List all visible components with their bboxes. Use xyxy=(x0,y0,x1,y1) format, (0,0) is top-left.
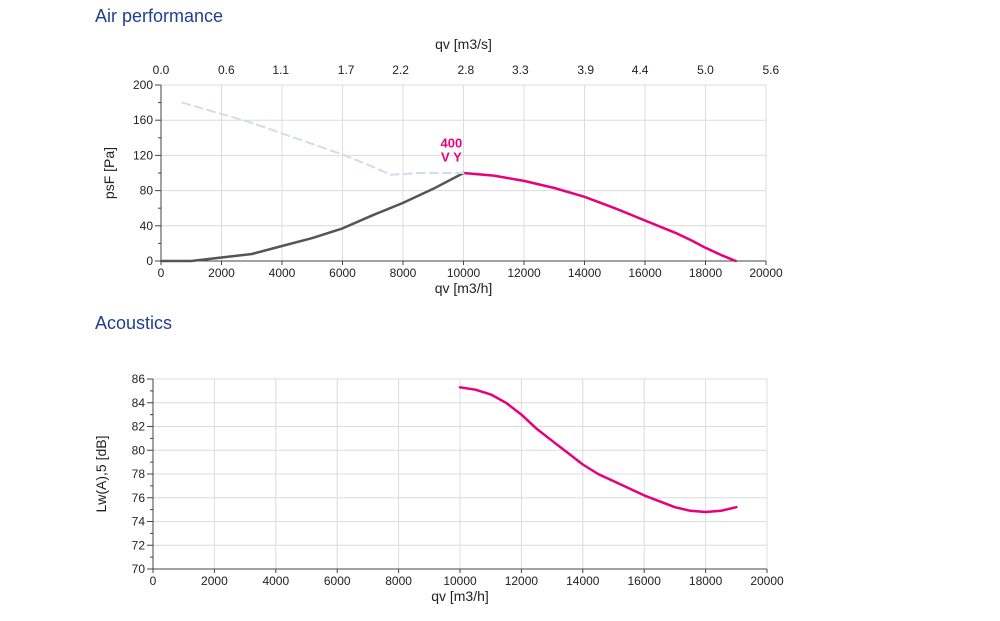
series-line-1 xyxy=(462,171,738,263)
y-tick-label: 74 xyxy=(132,515,146,529)
x-tick-label: 20000 xyxy=(750,574,784,588)
x2-tick-label: 1.1 xyxy=(272,63,289,77)
y-tick-label: 76 xyxy=(132,491,146,505)
y-tick-label: 70 xyxy=(132,562,146,576)
x-tick-label: 0 xyxy=(150,574,157,588)
x2-tick-label: 5.6 xyxy=(762,63,779,77)
x2-tick-label: 5.0 xyxy=(697,63,714,77)
series-line-3 xyxy=(181,101,465,176)
x-axis-label: qv [m3/h] xyxy=(431,588,489,604)
x-tick-label: 0 xyxy=(158,266,165,280)
x-tick-label: 14000 xyxy=(568,266,602,280)
y-tick-label: 80 xyxy=(140,184,154,198)
x-tick-label: 20000 xyxy=(749,266,783,280)
x-tick-label: 12000 xyxy=(507,266,541,280)
x-tick-label: 18000 xyxy=(689,266,723,280)
x-axis-label: qv [m3/h] xyxy=(435,280,493,296)
y-tick-label: 86 xyxy=(132,372,146,386)
x2-tick-label: 4.4 xyxy=(632,63,649,77)
x2-tick-label: 3.3 xyxy=(512,63,529,77)
y-tick-label: 120 xyxy=(133,148,153,162)
y-axis-label: psF [Pa] xyxy=(101,147,117,199)
annotation-label-line-1: 400 xyxy=(441,136,463,151)
y-tick-label: 78 xyxy=(132,467,146,481)
y-tick-label: 82 xyxy=(132,420,146,434)
x-tick-label: 18000 xyxy=(689,574,723,588)
air-performance-chart: 0 2000 4000 6000 8000 10000 12000 14000 16000 180… xyxy=(101,36,783,296)
x-tick-label: 10000 xyxy=(443,574,477,588)
x2-tick-label: 3.9 xyxy=(577,63,594,77)
x-tick-label: 16000 xyxy=(628,574,662,588)
x2-tick-label: 2.2 xyxy=(392,63,409,77)
y-tick-label: 84 xyxy=(132,396,146,410)
x2-tick-label: 2.8 xyxy=(458,63,475,77)
acoustics-chart: 0 2000 4000 6000 8000 10000 12000 14000 16000 180… xyxy=(93,372,784,604)
x-tick-label: 2000 xyxy=(208,266,235,280)
x-tick-label: 12000 xyxy=(505,574,539,588)
x-tick-label: 4000 xyxy=(262,574,289,588)
x-tick-label: 4000 xyxy=(269,266,296,280)
series-line-1 xyxy=(458,386,738,514)
y-tick-label: 0 xyxy=(146,254,153,268)
air-performance-title: Air performance xyxy=(95,6,224,26)
y-axis-label: Lw(A),5 [dB] xyxy=(93,435,109,512)
x-tick-label: 8000 xyxy=(385,574,412,588)
x2-tick-label: 1.7 xyxy=(338,63,355,77)
acoustics-title: Acoustics xyxy=(95,313,173,333)
series-line-2 xyxy=(159,171,465,263)
x2-tick-label: 0.6 xyxy=(218,63,235,77)
x-tick-label: 16000 xyxy=(628,266,662,280)
x-tick-label: 8000 xyxy=(390,266,417,280)
y-tick-label: 200 xyxy=(133,78,153,92)
x2-tick-label: 0.0 xyxy=(153,63,170,77)
y-tick-label: 72 xyxy=(132,538,146,552)
y-tick-label: 160 xyxy=(133,113,153,127)
x-tick-label: 14000 xyxy=(566,574,600,588)
y-tick-label: 80 xyxy=(132,443,146,457)
x-tick-label: 10000 xyxy=(447,266,481,280)
x-tick-label: 6000 xyxy=(324,574,351,588)
x-tick-label: 6000 xyxy=(329,266,356,280)
annotation-label-line-2: V Y xyxy=(441,150,462,165)
x-tick-label: 2000 xyxy=(201,574,228,588)
y-tick-label: 40 xyxy=(140,219,154,233)
x2-axis-label: qv [m3/s] xyxy=(435,36,492,52)
